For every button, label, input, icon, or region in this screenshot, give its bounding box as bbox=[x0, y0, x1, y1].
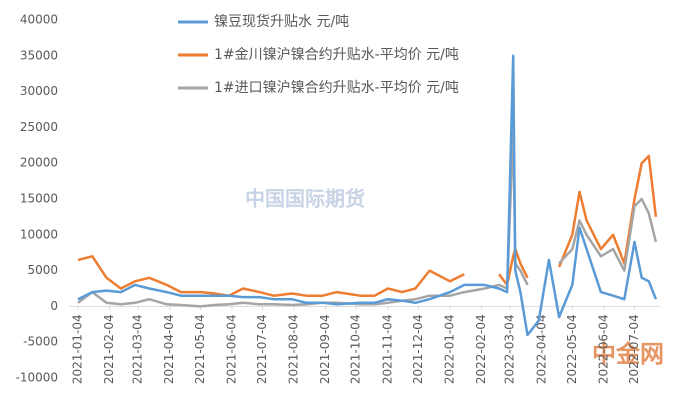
x-tick-label: 2021-05-04 bbox=[193, 314, 207, 384]
y-tick-label: 40000 bbox=[20, 13, 58, 27]
x-tick-label: 2021-03-04 bbox=[131, 314, 145, 384]
y-tick-label: 5000 bbox=[27, 263, 58, 277]
x-tick-label: 2022-01-04 bbox=[443, 314, 457, 384]
y-tick-label: 10000 bbox=[20, 227, 58, 241]
y-tick-label: 0 bbox=[50, 299, 58, 313]
x-tick-label: 2021-04-04 bbox=[162, 314, 176, 384]
legend-label: 镍豆现货升贴水 元/吨 bbox=[214, 13, 349, 30]
x-tick-label: 2022-04-04 bbox=[534, 314, 548, 384]
y-tick-label: -10000 bbox=[15, 371, 58, 385]
y-tick-label: 35000 bbox=[20, 48, 58, 62]
line bbox=[77, 126, 658, 308]
x-tick-label: 2021-09-04 bbox=[318, 314, 332, 384]
x-tick-label: 2022-07-04 bbox=[627, 314, 641, 384]
y-tick-label: 20000 bbox=[20, 156, 58, 170]
x-tick-label: 2022-06-04 bbox=[596, 314, 610, 384]
line bbox=[77, 154, 658, 297]
x-tick-label: 2021-02-04 bbox=[102, 314, 116, 384]
y-tick-label: 30000 bbox=[20, 84, 58, 98]
x-tick-label: 2021-08-04 bbox=[287, 314, 301, 384]
logo-text: 中金网 bbox=[592, 340, 664, 368]
x-tick-label: 2021-11-04 bbox=[380, 314, 394, 384]
x-tick-label: 2022-05-04 bbox=[565, 314, 579, 384]
legend-label: 1#金川镍沪镍合约升贴水-平均价 元/吨 bbox=[214, 47, 459, 63]
line bbox=[77, 54, 658, 337]
x-tick-label: 2021-01-04 bbox=[71, 314, 85, 384]
x-tick-label: 2022-02-04 bbox=[474, 314, 488, 384]
y-tick-label: -5000 bbox=[23, 335, 58, 349]
watermark: 中国国际期货 bbox=[245, 187, 365, 211]
y-tick-label: 25000 bbox=[20, 120, 58, 134]
x-tick-label: 2022-03-04 bbox=[503, 314, 517, 384]
x-tick-label: 2021-10-04 bbox=[349, 314, 363, 384]
legend-label: 1#进口镍沪镍合约升贴水-平均价 元/吨 bbox=[214, 80, 459, 96]
x-tick-label: 2021-07-04 bbox=[255, 314, 269, 384]
x-tick-label: 2021-06-04 bbox=[224, 314, 238, 384]
y-tick-label: 15000 bbox=[20, 192, 58, 206]
x-tick-label: 2021-12-04 bbox=[411, 314, 425, 384]
